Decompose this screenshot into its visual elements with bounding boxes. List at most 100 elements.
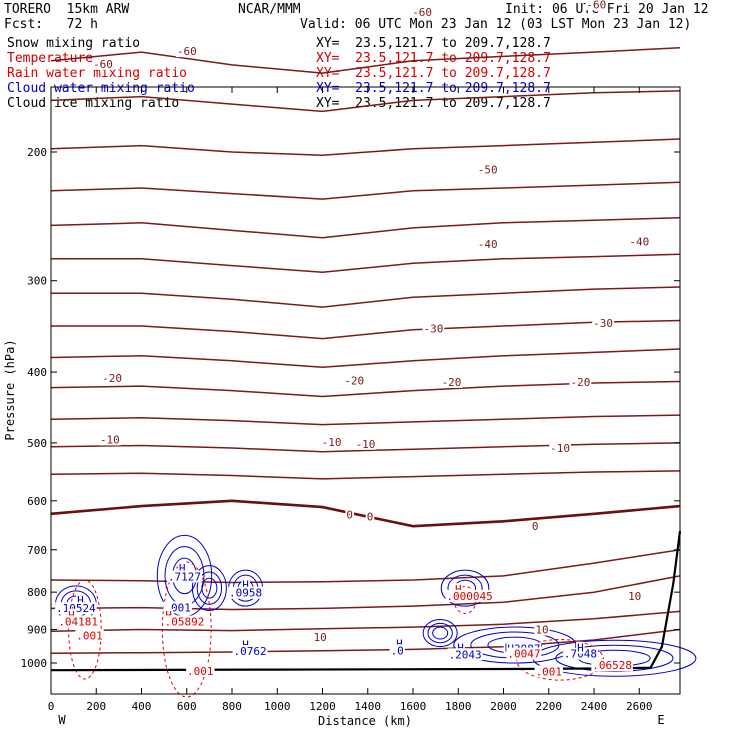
temperature-contour-1 [50,46,681,74]
temperature-label-20: 10 [628,590,641,603]
plot-frame [50,86,681,695]
cloud-label-0: H [179,562,186,575]
cloud-label-3: .0958 [229,587,262,600]
rain-label-bg-6 [445,589,494,602]
temperature-label-21: 10 [535,624,548,637]
x-tick-label-2: 400 [132,700,152,713]
temperature-label-bg-6 [628,235,651,248]
cloud-label-bg-3 [228,586,264,599]
temperature-label-bg-18 [365,510,375,523]
field-xy-cloud-water: XY= 23.5,121.7 to 209.7,128.7 [316,81,551,96]
temperature-label-bg-15 [354,437,377,450]
y-tick-label-5: 700 [27,544,47,557]
contour-labels: -60 -60 -60 -60 -50 -40 -40 -30 -30 -20 -20 -20 -20 -… [55,0,651,678]
temperature-label-bg-5 [476,237,499,250]
x-tick-label-5: 1000 [264,700,291,713]
y-tick-label-2: 400 [27,366,47,379]
temperature-label-19: 0 [532,520,539,533]
temperature-contour-3 [50,138,681,156]
cloud-label-7: H [242,638,249,651]
temperature-contour-6 [51,253,681,273]
temperature-label-bg-21 [534,623,550,636]
temperature-label-4: -50 [478,164,498,177]
field-xy-snow: XY= 23.5,121.7 to 209.7,128.7 [316,36,551,51]
temperature-label-bg-10 [343,374,366,387]
field-name-temperature: Temperature [7,51,94,66]
temperature-contour-7 [51,286,681,308]
cloud-label-1: .7127 [168,571,201,584]
temperature-label-13: -10 [100,433,120,446]
y-tick-label-4: 600 [27,495,47,508]
cloud-label-15: .7048 [564,648,597,661]
rain-label-bg-5 [454,583,463,596]
cloud-label-bg-5 [55,602,97,615]
rain-label-bg-9 [186,664,215,677]
temperature-label-12: -20 [570,376,590,389]
temperature-label-bg-4 [476,163,499,176]
rain-label-bg-10 [591,659,633,672]
temperature-contour-8 [51,319,681,340]
temperature-contour-2 [50,90,681,113]
forecast-hour: Fcst: 72 h [4,17,98,32]
cloud-contour-7-1 [555,644,674,672]
y-tick-label-1: 300 [27,275,47,288]
cloud-label-11: H [457,642,464,655]
temperature-label-bg-1 [175,45,198,58]
temperature-label-0: -60 [93,58,113,71]
temperature-label-5: -40 [478,238,498,251]
rain-label-6: .000045 [446,590,492,603]
rain-label-7: .0047 [507,648,540,661]
temperature-label-bg-8 [592,317,614,330]
field-name-cloud-water: Cloud water mixing ratio [7,81,195,96]
cloud-label-9: H [396,638,403,651]
rain-label-bg-2 [75,629,104,642]
rain-label-bg-3 [164,608,173,621]
y-tick-label-6: 800 [27,586,47,599]
temperature-label-bg-20 [627,589,643,602]
temperature-label-10: -20 [344,375,364,388]
x-tick-label-8: 1600 [400,700,427,713]
temperature-label-7: -30 [423,323,443,336]
rain-label-bg-8 [534,665,563,678]
west-label: W [58,713,66,727]
rain-label-4: .05892 [165,615,205,628]
rain-contour-1 [161,561,212,698]
y-tick-label-8: 1000 [21,657,48,670]
x-tick-label-13: 2600 [626,700,653,713]
field-xy-cloud-ice: XY= 23.5,121.7 to 209.7,128.7 [316,96,551,111]
temperature-contour-14 [50,499,681,528]
y-axis-title: Pressure (hPa) [3,339,17,440]
cloud-label-bg-2 [241,578,250,591]
y-tick-label-0: 200 [27,146,47,159]
cloud-contour-6-0 [453,626,577,664]
x-tick-label-10: 2000 [490,700,517,713]
temperature-contour-4 [50,181,681,200]
temperature-contour-15 [50,549,681,584]
cloud-label-bg-0 [177,562,187,575]
cloud-contour-5-1 [427,622,453,644]
x-tick-label-6: 1200 [309,700,336,713]
cloud-label-4: H [77,594,84,607]
valid-time: Valid: 06 UTC Mon 23 Jan 12 (03 LST Mon … [300,17,692,32]
cloud-label-bg-1 [167,570,202,583]
temperature-label-22: 10 [314,631,327,644]
temperature-label-bg-13 [98,433,121,446]
rain-label-bg-0 [67,608,76,621]
x-tick-label-12: 2400 [581,700,608,713]
rain-label-bg-1 [57,615,99,628]
temperature-label-bg-16 [549,442,571,455]
field-xy-rain: XY= 23.5,121.7 to 209.7,128.7 [316,66,551,81]
x-tick-label-3: 600 [177,700,197,713]
y-tick-label-7: 900 [27,624,47,637]
temperature-label-15: -10 [356,438,376,451]
cloud-label-bg-16 [576,641,585,654]
rain-label-2: .001 [76,630,103,643]
rain-label-bg-4 [163,615,206,628]
temperature-contour-11 [50,414,681,426]
temperature-label-bg-0 [92,57,114,70]
cloud-contour-1-2 [201,577,218,599]
cloud-label-bg-9 [395,637,404,650]
x-tick-label-7: 1400 [355,700,382,713]
temperature-label-bg-22 [312,630,328,643]
temperature-label-bg-12 [569,376,592,388]
